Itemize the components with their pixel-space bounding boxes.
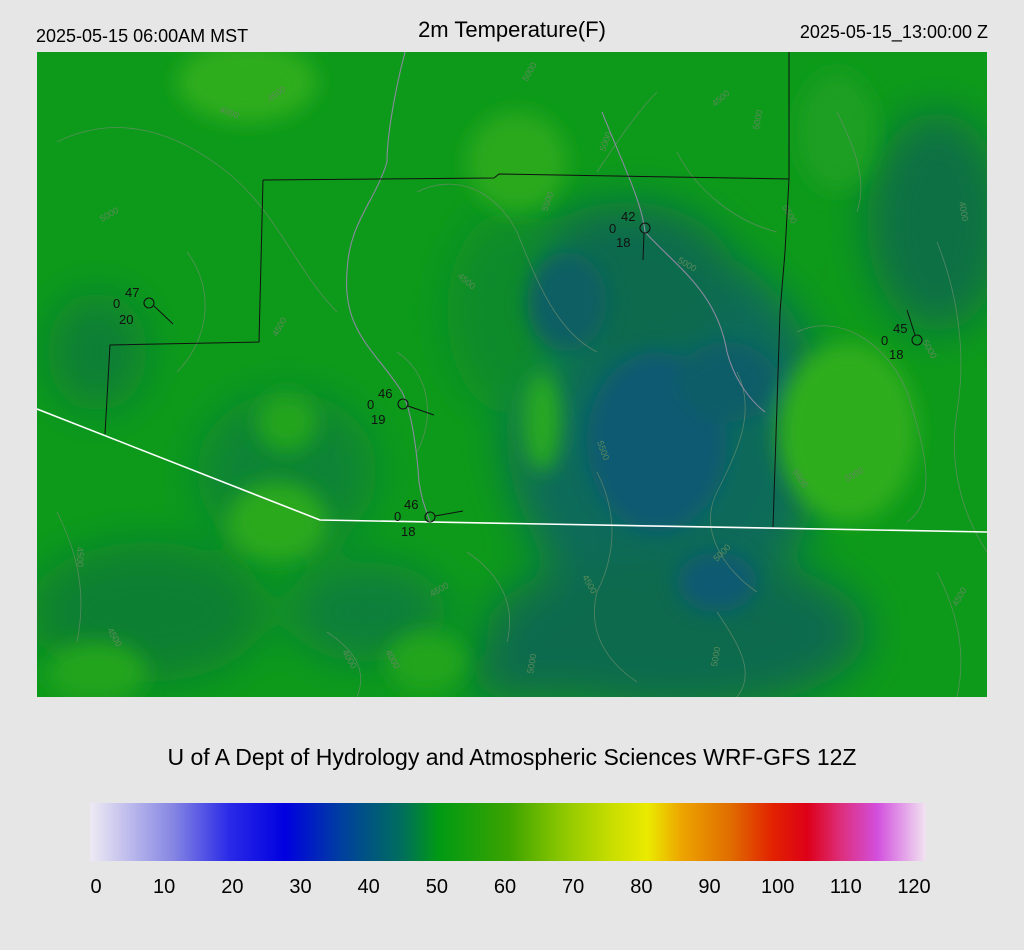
station-temperature: 46 [404,497,418,512]
station-plot[interactable]: 46 0 19 [367,386,435,427]
station-wind: 0 [609,221,616,236]
temperature-map[interactable]: 4000 4500 5000 4500 5000 5000 5500 5000 … [37,52,987,697]
state-boundary-line [37,408,987,533]
station-circle [639,222,651,234]
station-wind: 0 [394,509,401,524]
colorbar-tick-label: 120 [897,876,931,898]
station-dewpoint: 20 [119,312,133,327]
station-plot[interactable]: 45 0 18 [881,309,923,362]
station-circle [143,297,155,309]
wind-barb-icon [407,405,435,416]
station-wind: 0 [113,296,120,311]
station-dewpoint: 19 [371,412,385,427]
wind-barb-icon [906,309,916,336]
colorbar-tick-label: 20 [221,876,244,898]
credit-text: U of A Dept of Hydrology and Atmospheric… [167,744,857,770]
contour-label: 5000 [709,646,722,667]
river-line [345,52,431,523]
colorbar-tick-label: 10 [153,876,176,898]
station-temperature: 42 [621,209,635,224]
contour-label: 4500 [75,547,85,567]
station-circle [424,511,436,523]
contour-label: 5000 [751,109,764,130]
station-temperature: 45 [893,321,907,336]
station-plot[interactable]: 42 0 18 [609,209,651,261]
temperature-colorbar [90,803,926,861]
colorbar-tick-label: 50 [425,876,448,898]
station-temperature: 47 [125,285,139,300]
station-plot[interactable]: 46 0 18 [394,497,464,539]
station-dewpoint: 18 [616,235,630,250]
colorbar-tick-label: 0 [90,876,102,898]
county-boundary [104,179,264,435]
local-time-label: 2025-05-15 06:00AM MST [36,26,249,46]
county-boundary [262,52,790,528]
wind-barb-icon [153,305,174,325]
station-temperature: 46 [378,386,392,401]
colorbar-tick-label: 80 [630,876,653,898]
station-circle [911,334,923,346]
wind-barb-icon [642,232,645,261]
colorbar-tick-label: 40 [357,876,380,898]
utc-time-label: 2025-05-15_13:00:00 Z [799,22,988,42]
terrain-contours [56,91,987,697]
map-title: 2m Temperature(F) [418,17,606,42]
station-wind: 0 [881,333,888,348]
wind-barb-icon [434,510,464,517]
station-plot[interactable]: 47 0 20 [113,285,174,327]
colorbar-tick-label: 100 [760,876,795,898]
station-circle [397,398,409,410]
station-wind: 0 [367,397,374,412]
colorbar-ticks: 0 10 20 30 40 50 60 70 80 90 100 110 120 [0,876,1024,900]
contour-label: 5000 [525,653,538,674]
header: 2025-05-15 06:00AM MST 2m Temperature(F)… [0,0,1024,52]
contour-label: 4000 [957,201,970,222]
station-dewpoint: 18 [401,524,415,539]
colorbar-tick-label: 60 [493,876,517,898]
colorbar-tick-label: 70 [562,876,585,898]
station-dewpoint: 18 [889,347,903,362]
colorbar-tick-label: 30 [289,876,312,898]
temperature-field [37,52,987,697]
colorbar-gradient [90,803,926,861]
colorbar-tick-label: 90 [698,876,721,898]
colorbar-tick-label: 110 [829,876,862,898]
